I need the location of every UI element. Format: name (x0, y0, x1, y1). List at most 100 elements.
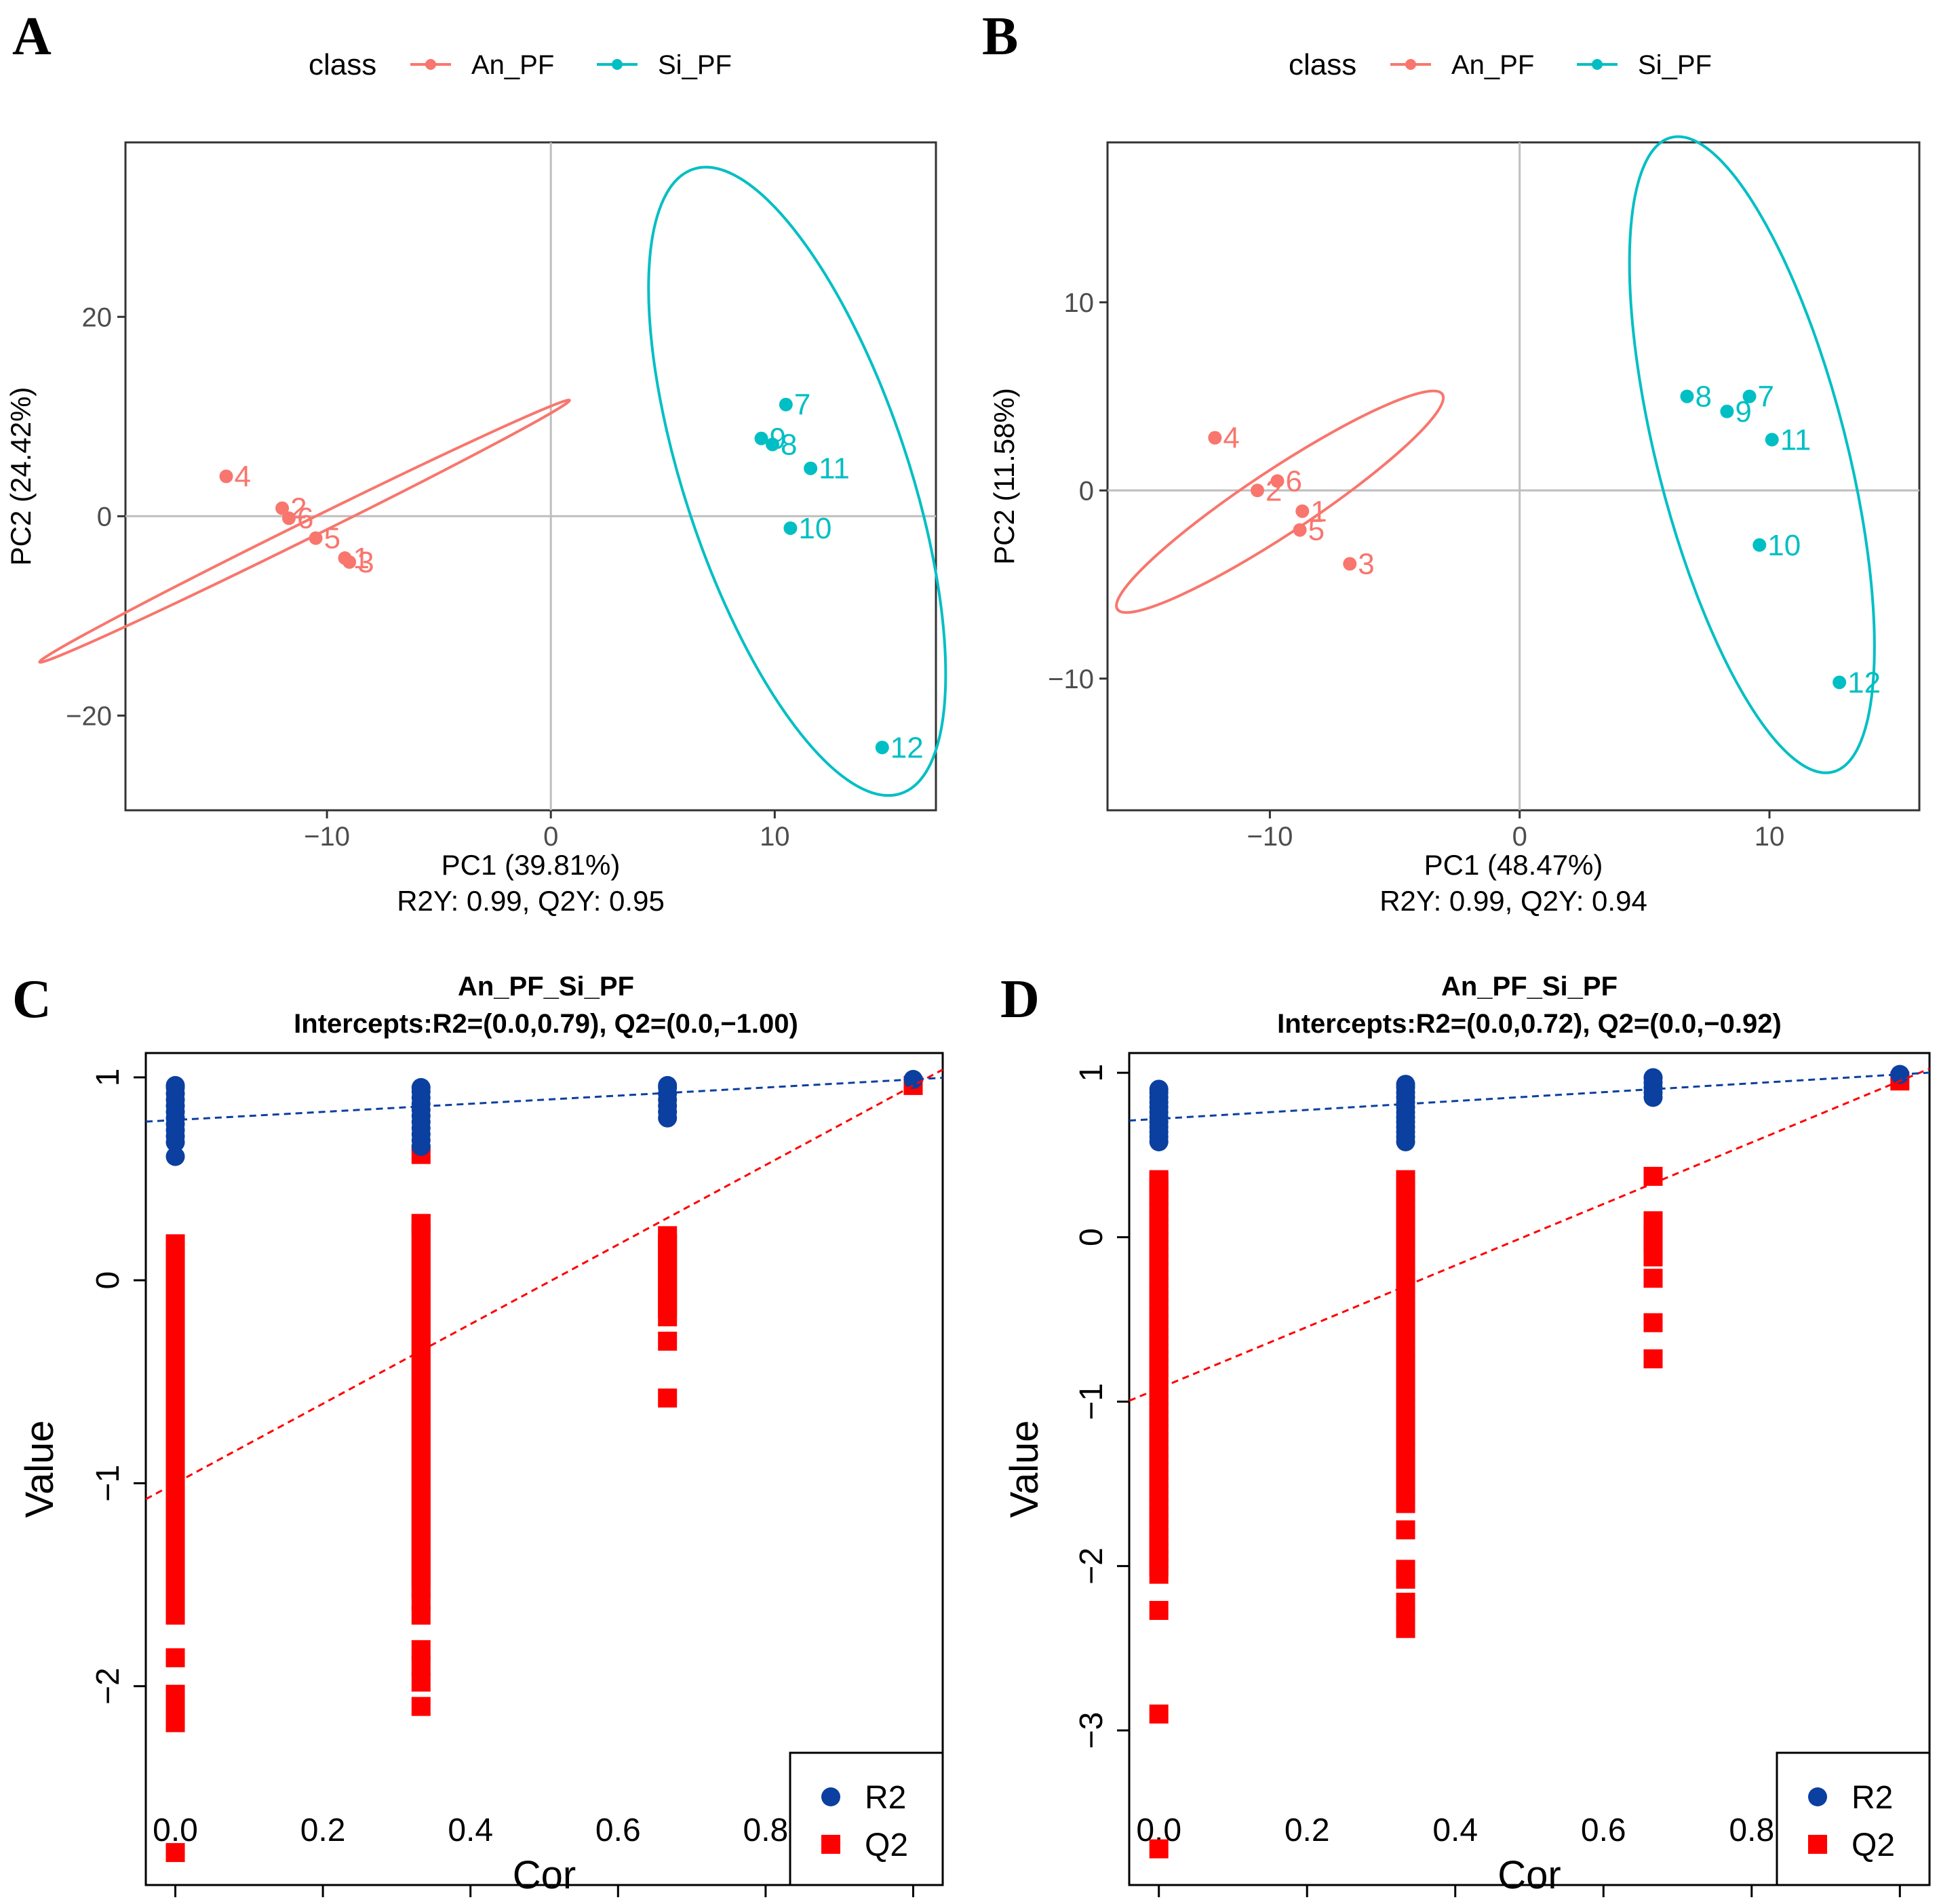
sample-label: 3 (1358, 548, 1374, 581)
r2-point (411, 1077, 431, 1097)
sample-point (1752, 538, 1767, 552)
sample-point (219, 469, 233, 483)
r2-point (1890, 1065, 1910, 1084)
sample-point (1293, 523, 1307, 537)
sample-label: 12 (890, 731, 924, 764)
series-Q2 (1149, 1071, 1910, 1859)
q2-point (411, 1214, 431, 1233)
x-tick-label: 0.4 (1432, 1812, 1478, 1848)
y-tick-label: −10 (1048, 665, 1094, 694)
sample-point (1765, 433, 1779, 447)
y-tick-label: 10 (1064, 288, 1095, 318)
y-tick-label: −1 (90, 1465, 126, 1502)
x-axis-title: PC1 (39.81%) (442, 849, 621, 881)
sample-point (875, 740, 889, 755)
sample-point (1270, 474, 1285, 488)
sample-point (1208, 431, 1222, 445)
y-axis-title: Value (18, 1420, 62, 1518)
q2-point (1149, 1170, 1169, 1189)
plot-area (165, 1069, 923, 1863)
legend-entry: R2 (865, 1780, 906, 1816)
q2-point (1396, 1619, 1415, 1638)
model-stats: R2Y: 0.99, Q2Y: 0.94 (1379, 885, 1647, 917)
q2-point (1149, 1601, 1169, 1621)
q2-point (1149, 1704, 1169, 1724)
x-axis-title: Cor (1497, 1853, 1561, 1897)
y-tick-label: 1 (90, 1069, 126, 1087)
q2-point (1396, 1602, 1415, 1622)
q2-point (1643, 1211, 1663, 1231)
r2-point (1149, 1079, 1169, 1099)
sample-point (309, 531, 323, 545)
sample-label: 9 (1735, 395, 1751, 429)
confidence-ellipse (38, 398, 571, 664)
sample-label: 1 (1310, 495, 1327, 528)
x-axis-title: Cor (513, 1853, 576, 1897)
q2-point (411, 1640, 431, 1659)
x-axis-title: PC1 (48.47%) (1424, 849, 1603, 881)
y-tick-label: 0 (1079, 476, 1094, 506)
y-tick-label: 1 (1074, 1064, 1110, 1082)
series-Si_PF: 8 79 11 10 12 (1628, 135, 1881, 774)
sample-label: 10 (1767, 529, 1801, 562)
y-axis-title: PC2 (11.58%) (988, 388, 1020, 565)
y-tick-label: −3 (1074, 1712, 1110, 1749)
plot-title: An_PF_Si_PF (458, 972, 634, 1001)
x-tick-label: 0.4 (448, 1812, 493, 1848)
legend-key-point (1405, 59, 1416, 70)
y-axis-title: PC2 (24.42%) (5, 387, 37, 566)
plot-frame (144, 1052, 944, 1886)
x-tick-label: 0.6 (1581, 1812, 1626, 1848)
legend: class An_PF Si_PF (1289, 48, 1712, 81)
legend-key-point (1592, 59, 1603, 70)
q2-point (1396, 1520, 1415, 1540)
q2-point (1149, 1839, 1169, 1859)
q2-point (658, 1226, 678, 1246)
legend-key-point (425, 59, 436, 70)
sample-point (1833, 675, 1847, 690)
legend-box (1776, 1751, 1931, 1886)
sample-point (281, 511, 296, 525)
y-tick-label: −2 (1074, 1547, 1110, 1585)
q2-point (1396, 1170, 1415, 1189)
confidence-ellipse (647, 165, 947, 797)
sample-label: 8 (1695, 380, 1711, 414)
legend-entry: Si_PF (1638, 50, 1712, 80)
q2-point (165, 1605, 185, 1625)
x-tick-label: 0.0 (153, 1812, 198, 1848)
x-tick-label: −10 (304, 822, 350, 852)
sample-label: 4 (1223, 422, 1239, 455)
intercepts-text: Intercepts:R2=(0.0,0.79), Q2=(0.0,−1.00) (294, 1009, 798, 1039)
x-tick-label: 0.6 (595, 1812, 641, 1848)
legend-key-q2 (1808, 1835, 1827, 1854)
legend-box (789, 1751, 944, 1886)
panel-label: B (982, 7, 1018, 66)
legend-entry: An_PF (1451, 50, 1534, 80)
legend-entry: Si_PF (658, 50, 732, 80)
legend-key-r2 (821, 1787, 840, 1806)
x-tick-label: 0.8 (1729, 1812, 1774, 1848)
sample-label: 12 (1847, 666, 1881, 699)
q2-point (165, 1648, 185, 1667)
sample-label: 4 (235, 460, 251, 494)
sample-point (1720, 404, 1734, 418)
q2-point (411, 1656, 431, 1675)
legend-title: class (1289, 48, 1356, 81)
x-tick-label: 10 (760, 822, 790, 852)
regression-line-Q2 (1129, 1067, 1930, 1402)
sample-point (342, 555, 357, 569)
sample-point (1295, 504, 1310, 518)
series-Q2 (165, 1075, 923, 1863)
x-tick-label: −10 (1247, 822, 1293, 852)
sample-point (275, 501, 290, 515)
x-tick-label: 0.2 (1285, 1812, 1330, 1848)
q2-point (658, 1331, 678, 1351)
sample-label: 2 (1266, 474, 1282, 507)
legend-key-q2 (821, 1835, 840, 1854)
r2-point (1396, 1075, 1415, 1094)
legend-entry: R2 (1852, 1780, 1893, 1816)
q2-point (658, 1388, 678, 1408)
